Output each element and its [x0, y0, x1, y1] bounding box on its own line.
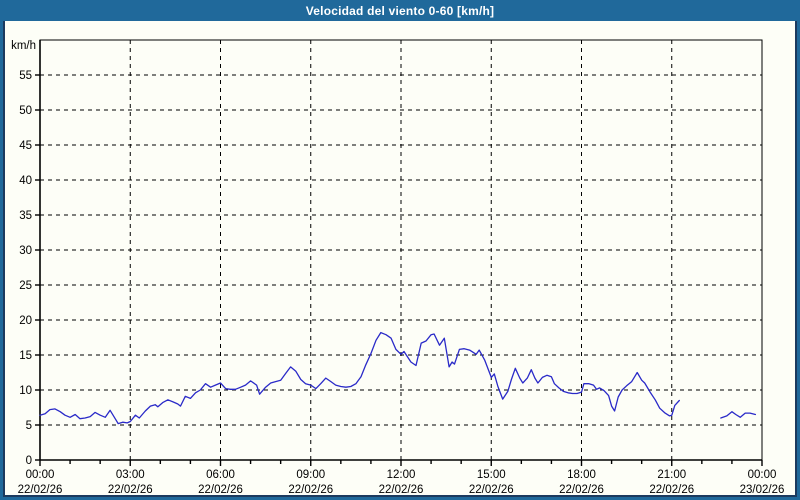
svg-text:25: 25 — [19, 280, 32, 292]
svg-text:06:00: 06:00 — [206, 469, 235, 481]
svg-text:21:00: 21:00 — [657, 469, 686, 481]
svg-text:22/02/26: 22/02/26 — [18, 484, 63, 495]
svg-text:22/02/26: 22/02/26 — [379, 484, 424, 495]
svg-text:22/02/26: 22/02/26 — [108, 484, 153, 495]
svg-text:22/02/26: 22/02/26 — [559, 484, 604, 495]
svg-text:20: 20 — [19, 315, 32, 327]
svg-text:30: 30 — [19, 245, 32, 257]
svg-text:35: 35 — [19, 210, 32, 222]
svg-text:5: 5 — [26, 420, 32, 432]
wind-speed-line — [39, 331, 757, 425]
svg-text:22/02/26: 22/02/26 — [469, 484, 514, 495]
window-titlebar: Velocidad del viento 0-60 [km/h] — [3, 3, 797, 21]
svg-text:22/02/26: 22/02/26 — [198, 484, 243, 495]
svg-text:23/02/26: 23/02/26 — [740, 484, 785, 495]
svg-text:55: 55 — [19, 70, 32, 82]
y-axis-ticks — [35, 74, 40, 461]
svg-text:45: 45 — [19, 140, 32, 152]
svg-text:12:00: 12:00 — [387, 469, 416, 481]
svg-text:0: 0 — [26, 455, 32, 467]
svg-text:22/02/26: 22/02/26 — [288, 484, 333, 495]
svg-text:40: 40 — [19, 175, 32, 187]
wind-speed-chart: 0 5 10 15 20 25 30 35 40 45 50 55 00:00 22/02/26 03:0… — [11, 39, 785, 495]
x-axis-ticks — [39, 460, 763, 466]
svg-text:15: 15 — [19, 350, 32, 362]
svg-text:15:00: 15:00 — [477, 469, 506, 481]
y-axis-unit-label: km/h — [11, 40, 36, 52]
svg-text:03:00: 03:00 — [116, 469, 145, 481]
svg-text:10: 10 — [19, 385, 32, 397]
chart-content-area: 0 5 10 15 20 25 30 35 40 45 50 55 00:00 22/02/26 03:0… — [3, 21, 797, 497]
window-title: Velocidad del viento 0-60 [km/h] — [305, 4, 495, 18]
svg-text:00:00: 00:00 — [748, 469, 777, 481]
svg-text:50: 50 — [19, 105, 32, 117]
vertical-gridlines — [129, 40, 673, 460]
svg-text:18:00: 18:00 — [567, 469, 596, 481]
y-axis-labels: 0 5 10 15 20 25 30 35 40 45 50 55 — [19, 70, 32, 467]
svg-text:00:00: 00:00 — [26, 469, 55, 481]
svg-text:22/02/26: 22/02/26 — [649, 484, 694, 495]
x-axis-labels: 00:00 22/02/26 03:00 22/02/26 06:00 22/02/26 0… — [18, 469, 785, 495]
svg-text:09:00: 09:00 — [296, 469, 325, 481]
